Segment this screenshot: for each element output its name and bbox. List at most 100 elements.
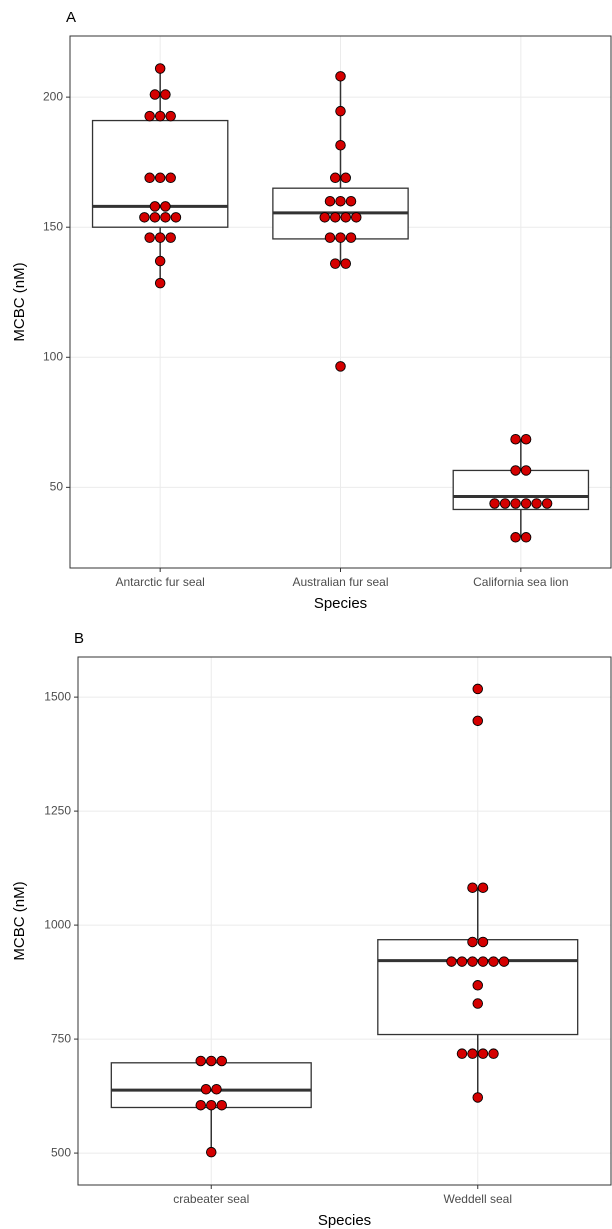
data-point	[456, 1048, 468, 1059]
data-point	[340, 212, 352, 223]
data-point	[520, 465, 532, 476]
data-point	[160, 89, 171, 100]
data-point	[154, 255, 166, 267]
data-point	[472, 715, 484, 727]
data-point	[160, 212, 171, 223]
data-point	[340, 172, 352, 184]
data-point	[472, 1092, 484, 1103]
data-point	[472, 980, 484, 991]
panel-title: B	[74, 630, 84, 647]
data-point	[144, 110, 155, 122]
data-point	[351, 212, 362, 223]
x-axis-label: Species	[318, 1212, 371, 1229]
data-point	[510, 433, 521, 445]
data-point	[477, 882, 489, 893]
data-point	[520, 433, 532, 445]
data-point	[477, 936, 489, 948]
y-tick-label: 1000	[44, 917, 71, 931]
data-point	[510, 465, 521, 476]
data-point	[345, 232, 357, 243]
data-point	[216, 1055, 227, 1067]
y-tick-label: 150	[43, 219, 63, 233]
data-point	[211, 1083, 222, 1095]
data-point	[510, 532, 521, 543]
y-axis-label: MCBC (nM)	[11, 881, 28, 960]
data-point	[520, 532, 532, 543]
data-point	[472, 683, 484, 695]
x-tick-label: Australian fur seal	[292, 575, 388, 589]
data-point	[200, 1083, 212, 1095]
data-point	[165, 172, 176, 184]
box	[452, 469, 590, 511]
x-axis-label: Species	[314, 595, 367, 612]
data-point	[165, 110, 176, 122]
data-point	[335, 361, 346, 372]
data-point	[345, 195, 357, 207]
data-point	[149, 201, 161, 212]
data-point	[144, 172, 155, 184]
data-point	[340, 258, 352, 269]
data-point	[139, 212, 150, 223]
data-point	[324, 195, 336, 207]
data-point	[489, 498, 500, 509]
data-point	[467, 1048, 478, 1059]
data-point	[467, 956, 478, 967]
data-point	[510, 498, 521, 509]
data-point	[195, 1055, 206, 1067]
data-point	[205, 1099, 217, 1111]
y-tick-label: 100	[43, 349, 63, 363]
y-tick-label: 1250	[44, 803, 71, 817]
data-point	[330, 172, 341, 184]
data-point	[488, 956, 499, 967]
data-point	[154, 172, 166, 184]
x-tick-label: Weddell seal	[444, 1192, 512, 1206]
data-point	[335, 71, 346, 82]
data-point	[170, 212, 182, 223]
y-tick-label: 750	[51, 1031, 71, 1045]
data-point	[165, 232, 176, 243]
y-tick-label: 1500	[44, 689, 71, 703]
data-point	[335, 232, 346, 243]
data-point	[216, 1099, 227, 1111]
data-point	[330, 258, 341, 269]
data-point	[149, 89, 161, 100]
data-point	[335, 105, 346, 117]
data-point	[335, 195, 346, 207]
data-point	[488, 1048, 499, 1059]
panel-title: A	[66, 9, 76, 26]
data-point	[541, 498, 553, 509]
x-tick-label: Antarctic fur seal	[115, 575, 204, 589]
data-point	[205, 1146, 217, 1158]
data-point	[205, 1055, 217, 1067]
plot-border	[77, 656, 612, 1186]
data-point	[499, 498, 511, 509]
data-point	[456, 956, 468, 967]
data-point	[330, 212, 341, 223]
data-point	[154, 232, 166, 243]
data-point	[335, 140, 346, 151]
data-point	[144, 232, 155, 243]
y-tick-label: 50	[50, 480, 64, 494]
data-point	[154, 110, 166, 122]
data-point	[531, 498, 542, 509]
y-tick-label: 500	[51, 1145, 71, 1159]
data-point	[154, 277, 166, 289]
data-point	[467, 936, 478, 948]
data-point	[477, 1048, 489, 1059]
y-axis-label: MCBC (nM)	[11, 262, 28, 341]
data-point	[154, 63, 166, 74]
x-tick-label: California sea lion	[473, 575, 568, 589]
data-point	[319, 212, 331, 223]
data-point	[498, 956, 510, 967]
data-point	[477, 956, 489, 967]
y-tick-label: 200	[43, 89, 63, 103]
x-tick-label: crabeater seal	[173, 1192, 249, 1206]
data-point	[446, 956, 457, 967]
plot-border	[69, 35, 612, 569]
data-point	[149, 212, 161, 223]
data-point	[520, 498, 532, 509]
data-point	[467, 882, 478, 893]
data-point	[195, 1099, 206, 1111]
data-point	[472, 998, 484, 1009]
